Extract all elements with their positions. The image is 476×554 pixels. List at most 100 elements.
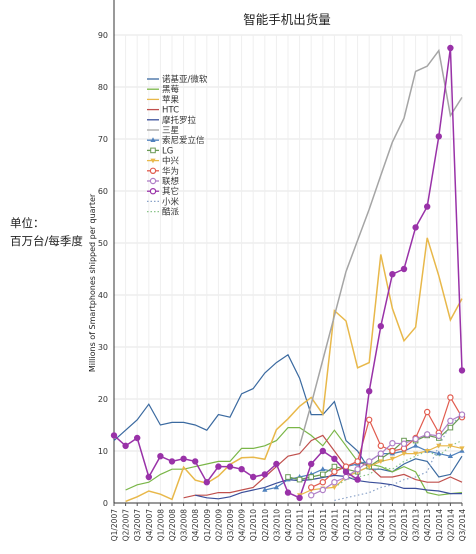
series-11-point-29	[447, 44, 454, 52]
series-8-point-27	[424, 449, 430, 454]
x-tick-label-9: Q2/2009	[214, 509, 223, 542]
y-tick-label-40: 40	[98, 291, 108, 300]
legend-label-1: 黑莓	[162, 84, 180, 95]
x-tick-label-29: Q2/2014	[446, 509, 455, 542]
series-9-point-22	[366, 416, 373, 423]
series-8-point-19	[331, 485, 337, 490]
series-11-point-28	[435, 133, 442, 140]
unit-label-line-1: 单位：	[10, 216, 45, 230]
series-6-point-13	[262, 487, 268, 492]
x-tick-label-4: Q1/2008	[156, 509, 165, 542]
series-line-5	[298, 48, 463, 447]
x-tick-label-18: Q3/2011	[319, 509, 328, 542]
x-tick-label-20: Q1/2012	[342, 509, 351, 542]
series-9-point-19	[331, 468, 338, 475]
series-line-3	[183, 434, 463, 499]
series-6-point-28	[436, 450, 442, 456]
x-tick-label-1: Q2/2007	[122, 509, 131, 542]
series-11-point-21	[354, 476, 361, 483]
legend-label-4: 摩托罗拉	[162, 115, 197, 126]
series-6-point-26	[413, 442, 419, 448]
legend-label-7: LG	[162, 146, 173, 156]
x-tick-label-14: Q3/2010	[272, 509, 281, 542]
series-8-point-25	[401, 451, 407, 457]
legend-marker-9	[149, 167, 157, 174]
series-8-point-26	[413, 451, 419, 457]
series-8-point-29	[447, 443, 453, 449]
y-tick-label-70: 70	[98, 135, 108, 144]
legend-label-13: 酷派	[162, 207, 180, 218]
series-11-point-6	[180, 455, 187, 462]
series-7-point-29	[447, 424, 454, 431]
x-tick-label-10: Q3/2009	[226, 509, 235, 542]
series-11-point-12	[249, 473, 257, 481]
series-10-point-19	[331, 479, 338, 486]
legend-label-5: 三星	[162, 126, 179, 136]
x-tick-label-0: Q1/2007	[110, 509, 119, 542]
series-11-point-10	[226, 463, 234, 470]
series-11-point-23	[377, 323, 384, 330]
x-tick-label-16: Q1/2011	[296, 509, 305, 542]
legend-marker-7	[150, 147, 156, 154]
legend-label-9: 华为	[162, 166, 179, 177]
y-tick-label-20: 20	[98, 395, 108, 404]
legend-label-3: HTC	[162, 106, 179, 116]
y-tick-label-60: 60	[98, 187, 108, 196]
series-10-point-27	[424, 431, 431, 438]
series-8-point-22	[366, 464, 372, 470]
series-9-point-24	[389, 447, 396, 455]
y-axis-label: Millions of Smartphones shipped per quar…	[88, 193, 97, 372]
series-7-point-15	[285, 474, 291, 480]
x-tick-label-7: Q4/2008	[191, 509, 200, 542]
series-10-point-24	[389, 440, 396, 447]
x-tick-label-17: Q2/2011	[307, 509, 316, 542]
series-11-point-7	[191, 458, 199, 465]
legend-label-11: 其它	[162, 186, 179, 197]
series-10-point-22	[366, 458, 373, 465]
series-11-point-25	[400, 265, 408, 273]
series-line-2	[125, 237, 463, 503]
series-10-point-18	[319, 486, 326, 494]
series-7-point-19	[331, 463, 338, 470]
series-8-point-28	[436, 443, 442, 449]
series-11-point-15	[284, 489, 292, 496]
axes: 0 10 20 30 40 50 60 70 80 90 Q1/2007 Q2/2007 Q3/2007…	[98, 0, 467, 541]
x-tick-label-21: Q2/2012	[354, 509, 363, 542]
series-9-point-21	[354, 458, 361, 465]
series-10-point-20	[342, 473, 350, 481]
series-9-point-17	[308, 484, 315, 491]
series-11-point-26	[412, 224, 419, 231]
series-line-1	[125, 427, 463, 496]
x-tick-label-27: Q4/2013	[423, 509, 432, 542]
x-tick-label-8: Q1/2009	[203, 509, 212, 542]
series-markers	[110, 44, 466, 501]
series-8-point-24	[389, 456, 395, 462]
legend-marker-11	[149, 187, 157, 195]
series-9-point-27	[424, 408, 431, 416]
x-tick-label-28: Q1/2014	[435, 509, 444, 542]
series-11-point-17	[308, 460, 315, 468]
chart-title: 智能手机出货量	[243, 12, 331, 27]
series-6-point-18	[320, 466, 326, 471]
x-tick-label-24: Q1/2013	[388, 509, 397, 542]
series-11-point-5	[168, 458, 176, 465]
series-11-point-8	[203, 479, 210, 486]
y-tick-label-90: 90	[98, 31, 108, 40]
x-tick-label-26: Q3/2013	[412, 509, 421, 542]
series-8-point-23	[378, 459, 384, 464]
x-tick-label-22: Q3/2012	[365, 509, 374, 542]
legend-label-0: 诺基亚/微软	[162, 74, 208, 85]
x-tick-label-5: Q2/2008	[168, 509, 177, 542]
legend-marker-6	[150, 137, 156, 142]
series-7-point-18	[320, 471, 326, 478]
series-10-point-29	[447, 417, 454, 425]
x-tick-label-15: Q4/2010	[284, 509, 293, 542]
series-11-point-22	[366, 388, 373, 395]
series-11-point-4	[157, 453, 164, 460]
x-tick-label-13: Q2/2010	[261, 509, 270, 542]
series-11-point-30	[458, 367, 466, 374]
series-11-point-27	[424, 203, 431, 210]
x-tick-label-6: Q3/2008	[180, 509, 189, 542]
